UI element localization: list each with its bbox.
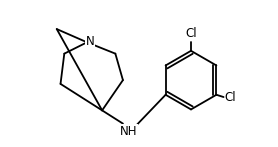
Text: NH: NH (120, 125, 137, 138)
Text: Cl: Cl (185, 27, 197, 40)
Text: Cl: Cl (224, 91, 236, 104)
Text: N: N (85, 35, 94, 48)
